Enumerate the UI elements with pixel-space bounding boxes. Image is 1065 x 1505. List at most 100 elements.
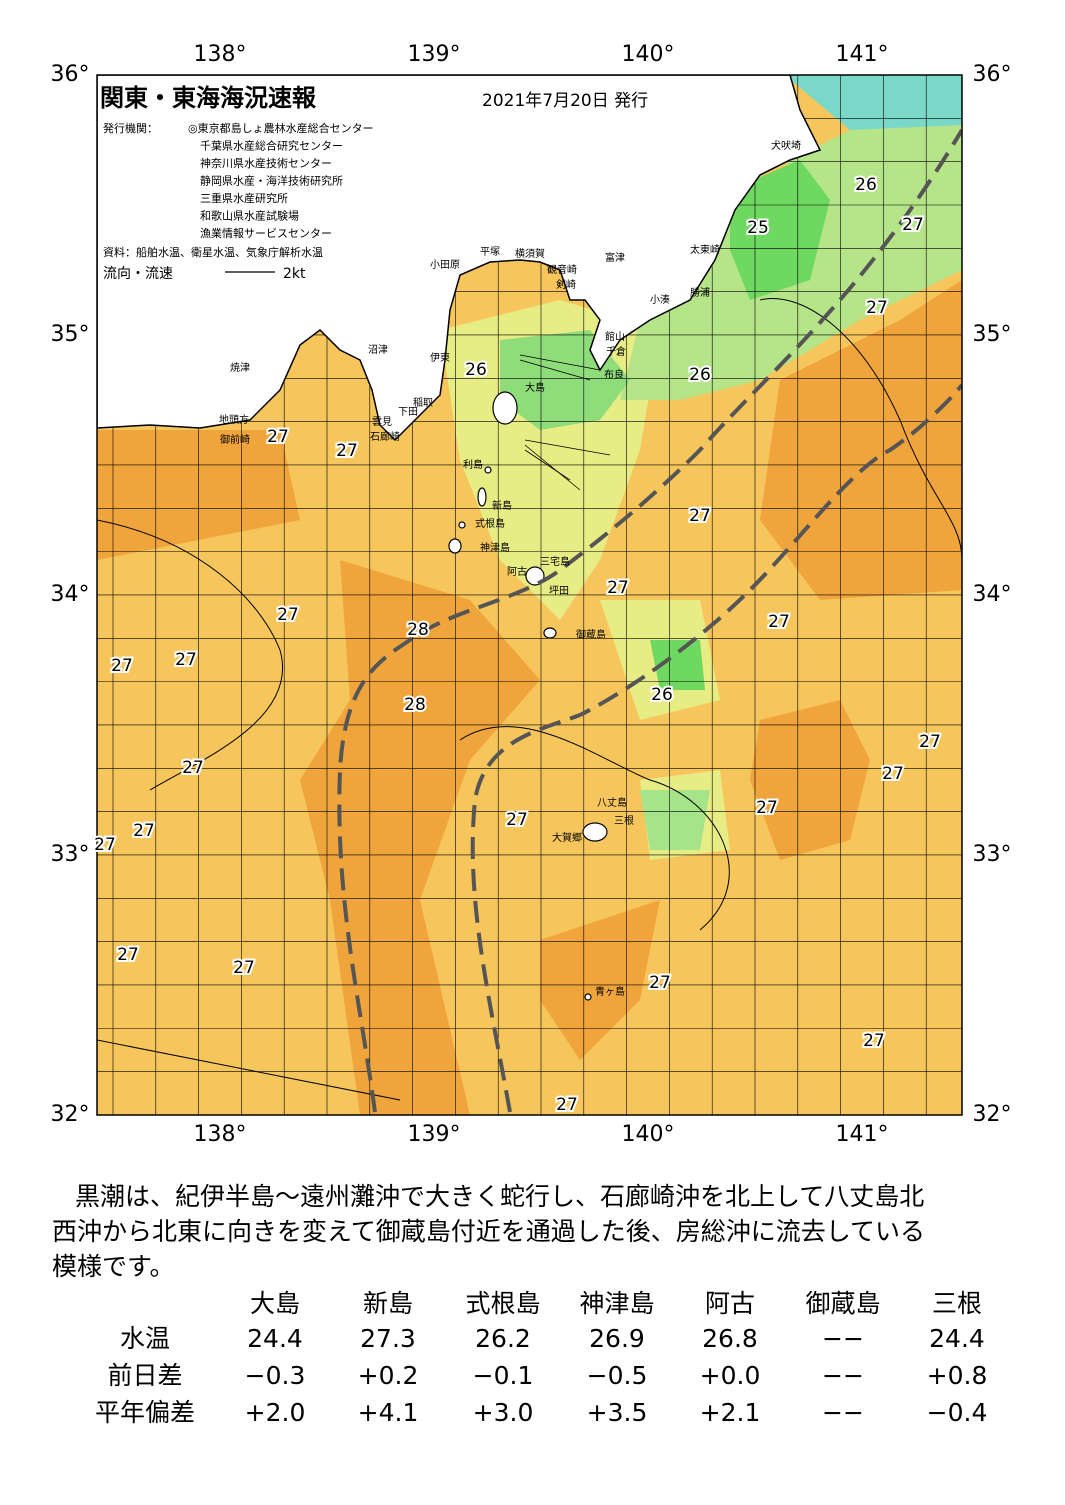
table-cell: −0.1 [473,1361,534,1390]
place-name: 館山 [605,330,625,343]
temperature-label: 27 [277,605,299,625]
temperature-label: 27 [756,798,778,818]
table-header: 新島 [363,1289,413,1318]
table-cell: −0.3 [245,1361,306,1390]
temperature-label: 27 [863,1031,885,1051]
issuer: 静岡県水産・海洋技術研究所 [200,174,343,188]
temperature-label: 27 [506,810,528,830]
temperature-label: 27 [267,427,289,447]
sea-temperature-map [97,75,962,1115]
current-arrows [519,354,611,491]
place-name: 御前崎 [220,433,250,446]
place-name: 坪田 [549,584,569,597]
temperature-label: 28 [407,620,429,640]
table-header: 式根島 [465,1289,540,1318]
place-name: 雲見 [372,416,392,428]
temperature-label: 27 [133,821,155,841]
row-label: 前日差 [107,1361,182,1390]
sources: 資料：船舶水温、衛星水温、気象庁解析水温 [103,245,323,259]
table-cell: −− [822,1361,864,1390]
lon-label: 138° [194,42,247,67]
temperature-label: 25 [747,218,769,238]
table-cell: −0.4 [927,1398,988,1427]
table-cell: +4.1 [358,1398,419,1427]
temperature-label: 27 [336,441,358,461]
place-name: 小田原 [430,259,460,271]
place-name: 富津 [605,251,625,264]
temperature-label: 26 [651,685,673,705]
table-cell: +3.5 [587,1398,648,1427]
place-name: 御蔵島 [576,628,606,641]
land [97,75,822,442]
lon-label: 140° [622,42,675,67]
temperature-label: 27 [182,758,204,778]
place-name: 剣崎 [556,278,576,291]
temperature-label: 26 [689,365,711,385]
place-name: 千倉 [606,345,626,358]
lat-label: 34° [51,582,90,607]
temperature-label: 27 [607,578,629,598]
lon-label: 139° [408,1122,461,1147]
place-name: 太東崎 [690,243,720,256]
issuer-label: 発行機関： [103,121,158,135]
temperature-label: 27 [111,656,133,676]
islands [448,391,608,1001]
table-cell: −− [822,1324,864,1353]
lat-label: 35° [973,322,1012,347]
table-cell: +0.8 [927,1361,988,1390]
temperature-label: 27 [175,650,197,670]
lat-label: 36° [973,62,1012,87]
summary-line: 黒潮は、紀伊半島～遠州灘沖で大きく蛇行し、石廊崎沖を北上して八丈島北 [75,1182,924,1211]
issuer: 和歌山県水産試験場 [200,209,299,223]
table-header: 阿古 [705,1289,755,1318]
table-cell: +2.1 [700,1398,761,1427]
table-cell: 27.3 [360,1324,416,1353]
place-name: 地頭方 [219,413,249,426]
place-name: 沼津 [368,343,388,356]
place-name: 大賀郷 [552,831,582,844]
place-name: 新島 [492,499,512,512]
place-name: 焼津 [230,362,250,374]
temperature-label: 27 [649,973,671,993]
contours [97,298,962,1101]
temperature-label: 27 [902,215,924,235]
summary-line: 模様です。 [52,1252,175,1281]
lon-label: 138° [194,1122,247,1147]
temperature-label: 28 [404,695,426,715]
table-cell: 24.4 [247,1324,303,1353]
place-name: 三根 [614,814,634,827]
table-cell: 24.4 [929,1324,985,1353]
place-name: 勝浦 [690,286,710,299]
temperature-label: 27 [768,612,790,632]
temperature-label: 26 [465,360,487,380]
table-header: 御蔵島 [805,1289,880,1318]
table-cell: 26.9 [589,1324,645,1353]
issuer: 神奈川県水産技術センター [200,156,332,170]
lon-label: 141° [836,42,889,67]
temperature-label: 27 [94,835,116,855]
table-cell: −− [822,1398,864,1427]
temperature-label: 27 [689,506,711,526]
place-name: 利島 [463,458,483,471]
issuer: 三重県水産研究所 [200,191,288,205]
place-name: 下田 [398,407,418,418]
lat-label: 32° [973,1102,1012,1127]
table-header: 大島 [250,1289,300,1318]
table-header: 三根 [932,1289,982,1318]
current-label: 流向・流速 [103,266,173,282]
temperature-label: 27 [866,298,888,318]
lat-label: 33° [51,842,90,867]
place-name: 小湊 [650,293,670,306]
temperature-label: 27 [556,1095,578,1115]
current-scale: 2kt [283,266,306,282]
table-cell: +2.0 [245,1398,306,1427]
table-header: 神津島 [579,1289,654,1318]
table-cell: +3.0 [473,1398,534,1427]
map-frame [96,74,963,1116]
row-label: 平年偏差 [95,1398,195,1427]
issuer: 千葉県水産総合研究センター [200,139,343,153]
issuer: 漁業情報サービスセンター [200,226,332,240]
place-name: 稲取 [413,397,433,409]
temperature-label: 27 [117,945,139,965]
